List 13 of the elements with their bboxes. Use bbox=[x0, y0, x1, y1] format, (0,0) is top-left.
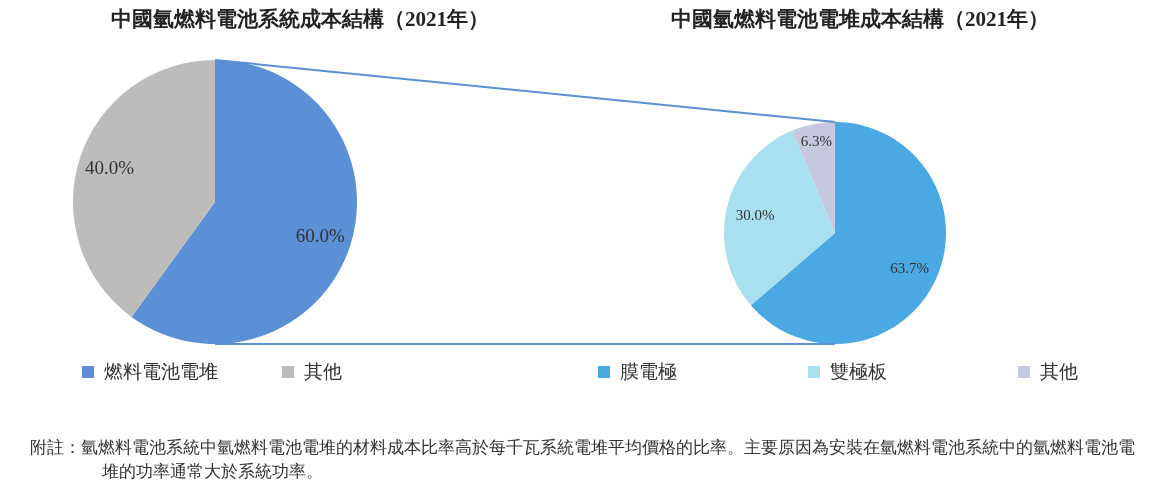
data-label: 60.0% bbox=[295, 225, 346, 247]
data-label: 63.7% bbox=[890, 260, 930, 277]
legend-label: 燃料電池電堆 bbox=[104, 361, 218, 382]
chart-title: 中國氫燃料電池電堆成本結構（2021年） bbox=[671, 7, 1049, 31]
legend-label: 其他 bbox=[304, 361, 342, 382]
chart-title: 中國氫燃料電池系統成本結構（2021年） bbox=[111, 7, 489, 31]
data-label: 30.0% bbox=[735, 207, 775, 224]
legend-label: 雙極板 bbox=[830, 361, 887, 382]
legend-label: 膜電極 bbox=[620, 361, 677, 382]
data-label: 6.3% bbox=[800, 133, 833, 150]
text: 附註：氫燃料電池系統中氫燃料電池電堆的材料成本比率高於每千瓦系統電堆平均價格的比率。主要原因為安裝在氫燃料電池系統中的氫燃料電池電堆的功率通常大於系統功率。 bbox=[30, 437, 1136, 483]
legend-label: 其他 bbox=[1040, 361, 1078, 382]
data-label: 40.0% bbox=[85, 156, 135, 178]
